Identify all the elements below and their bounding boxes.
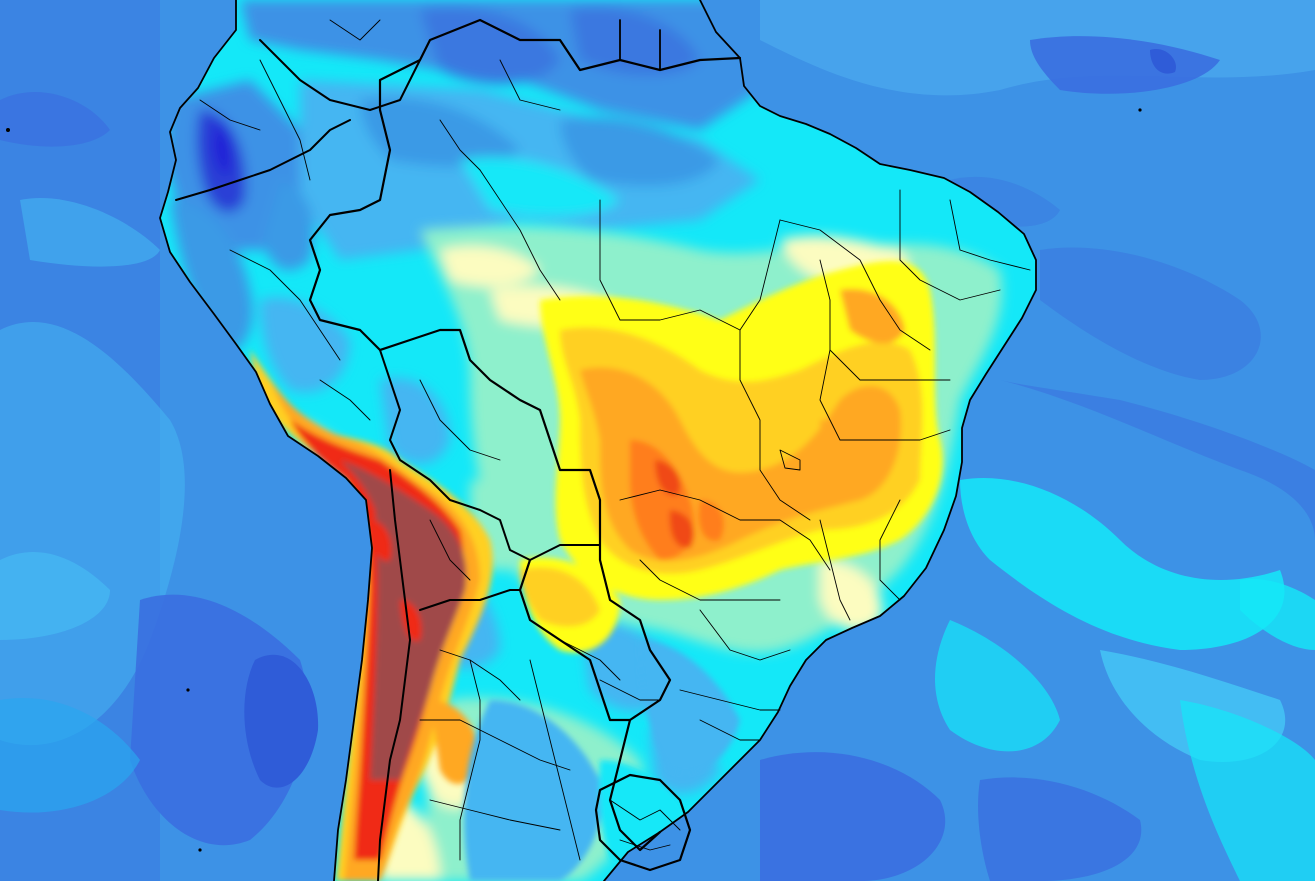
state-borders xyxy=(199,19,1031,861)
south-america-landmass xyxy=(160,0,1036,881)
peru-ecuador-border xyxy=(175,119,351,201)
argentina-bolivia-border xyxy=(419,589,521,611)
coastline xyxy=(159,0,373,881)
islands xyxy=(6,108,1142,852)
brazil-border xyxy=(308,18,742,852)
uruguay-border xyxy=(594,773,692,872)
guiana-borders xyxy=(559,19,661,71)
brazil-plateau xyxy=(520,261,943,653)
paraguay-border xyxy=(518,558,632,722)
political-borders xyxy=(159,0,1037,881)
colombia-venezuela-border xyxy=(259,39,421,111)
coastline-east xyxy=(603,0,1037,881)
argentina-chile-border xyxy=(377,469,411,881)
